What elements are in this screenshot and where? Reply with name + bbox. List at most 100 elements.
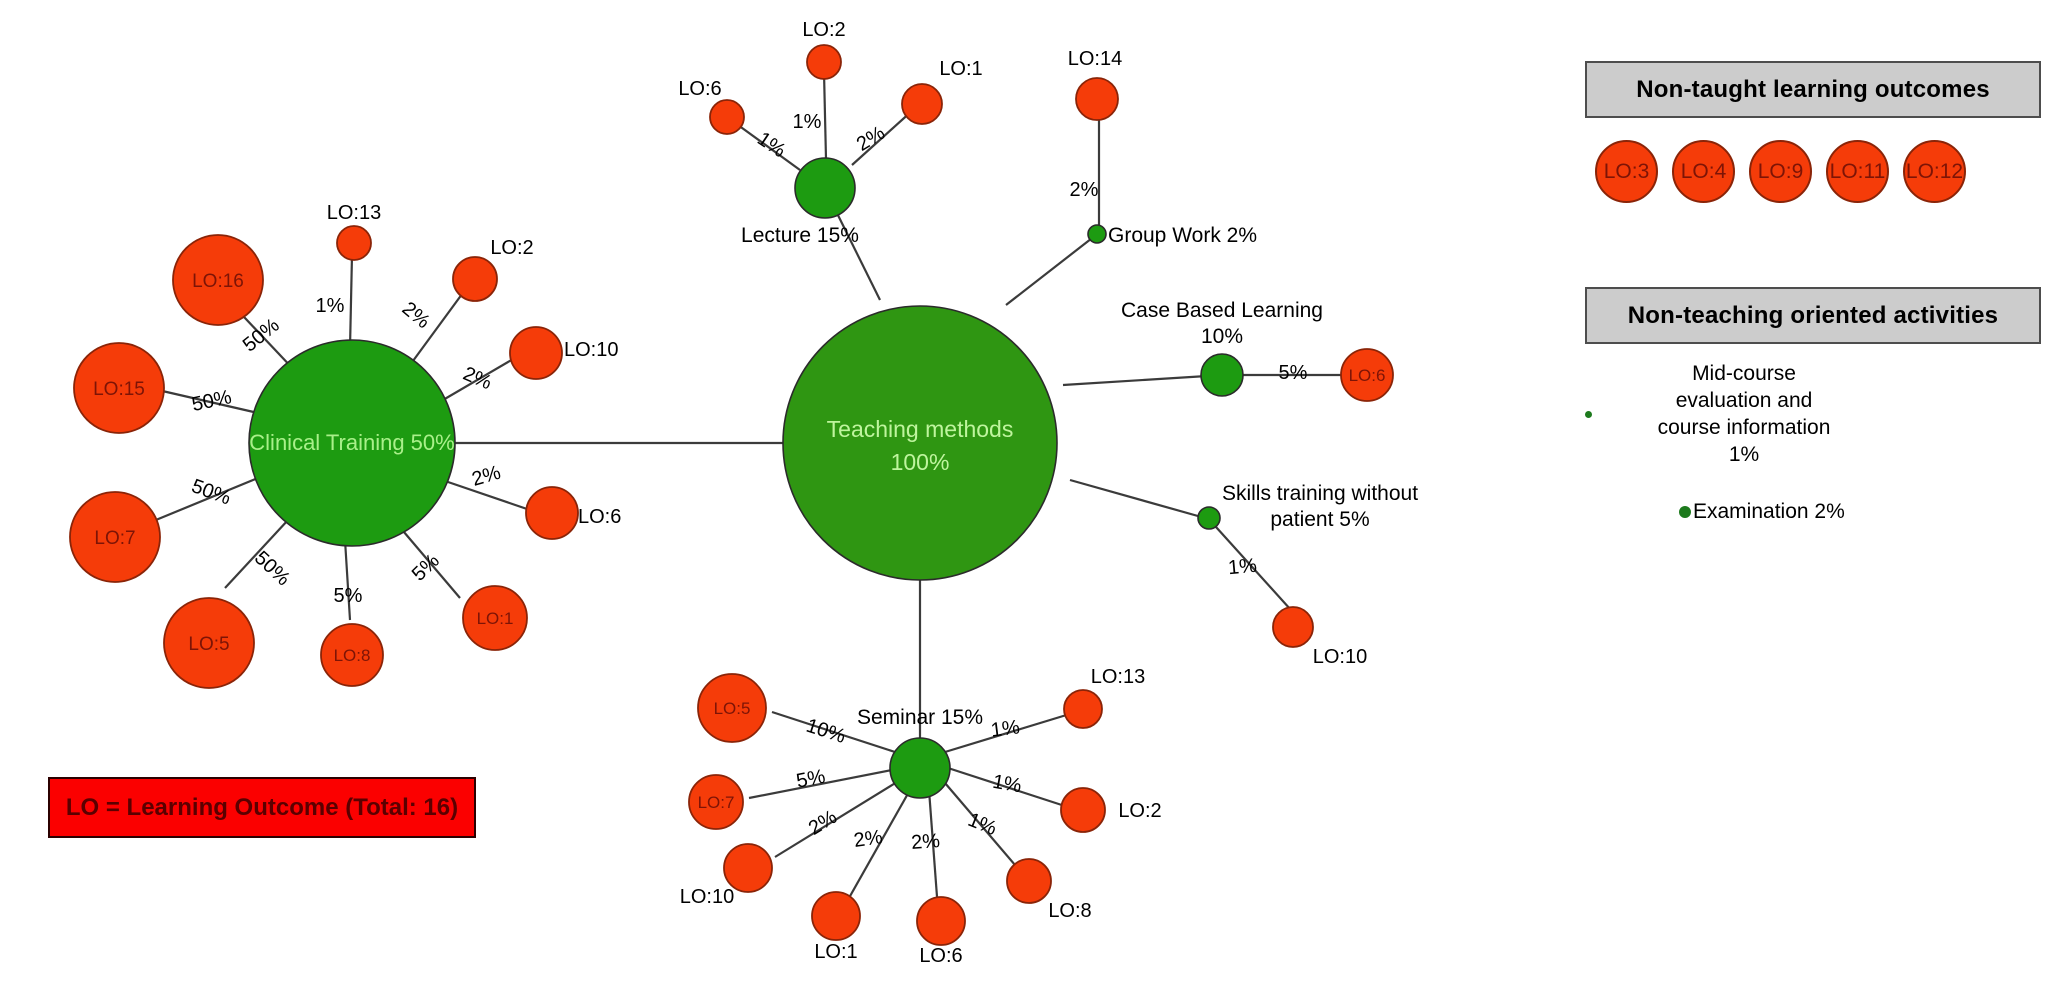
node-lecture-lo6-label: LO:6 [678, 78, 721, 100]
edge-label-lecture-lo2: 1% [793, 111, 822, 133]
node-clinical-lo10-label: LO:10 [564, 339, 618, 361]
node-seminar-lo5-label: LO:5 [714, 699, 751, 718]
edge-label-clinical-lo8: 5% [334, 585, 363, 607]
cluster-seminar: Seminar 15% LO:5 LO:7 LO:10 LO:1 LO:6 LO… [680, 666, 1162, 967]
edges-root [455, 194, 1224, 762]
legend-lo-chip[interactable]: LO:9 [1749, 140, 1812, 203]
node-seminar-lo6-label: LO:6 [919, 945, 962, 967]
legend-non-taught-title: Non-taught learning outcomes [1585, 61, 2041, 118]
edge-clinical-lo10 [442, 354, 521, 401]
edge-skills-lo10 [1215, 526, 1301, 621]
green-dot-icon [1585, 410, 1592, 418]
edge-seminar-lo2 [947, 766, 1072, 810]
node-clinical-lo16[interactable] [172, 234, 264, 326]
edge-seminar-lo7 [748, 768, 893, 800]
node-teaching-methods[interactable] [782, 305, 1058, 581]
node-lecture-lo1[interactable] [901, 83, 943, 125]
edge-root-cbl [1062, 373, 1224, 387]
edge-label-clinical-lo1: 5% [408, 550, 444, 586]
node-clinical-lo5[interactable] [163, 597, 255, 689]
node-cbl-lo6[interactable] [1340, 348, 1394, 402]
node-seminar-label: Seminar 15% [857, 706, 983, 729]
node-clinical-lo6[interactable] [525, 486, 579, 540]
edge-label-clinical-lo13: 1% [316, 295, 345, 317]
cluster-skills-training: Skills training without patient 5% LO:10… [1197, 482, 1418, 668]
legend-midcourse-line2: evaluation and [1675, 389, 1813, 412]
node-clinical-lo13-label: LO:13 [327, 202, 381, 224]
legend-non-taught-outcomes: LO:3 LO:4 LO:9 LO:11 LO:12 [1585, 140, 2045, 206]
edge-seminar-lo6 [927, 789, 940, 911]
edge-label-groupwork-lo14: 2% [1070, 179, 1099, 201]
node-clinical-lo8[interactable] [320, 623, 384, 687]
node-seminar-lo13[interactable] [1063, 689, 1103, 729]
node-group-work-label: Group Work 2% [1108, 224, 1257, 247]
edge-label-cbl-lo6: 5% [1279, 362, 1308, 384]
green-dot-icon [1679, 505, 1691, 518]
legend-lo-chip[interactable]: LO:4 [1672, 140, 1735, 203]
node-lecture-lo6[interactable] [709, 99, 745, 135]
node-groupwork-lo14-label: LO:14 [1068, 48, 1122, 70]
node-seminar-lo1[interactable] [811, 891, 861, 941]
node-seminar-lo2[interactable] [1060, 787, 1106, 833]
node-groupwork-lo14[interactable] [1075, 77, 1119, 121]
node-clinical-lo2[interactable] [452, 256, 498, 302]
node-seminar-lo10[interactable] [723, 843, 773, 893]
edge-label-seminar-lo1: 2% [852, 826, 884, 852]
legend-midcourse-line1: Mid-course [1692, 362, 1796, 385]
node-clinical-lo7[interactable] [69, 491, 161, 583]
node-clinical-lo1-label: LO:1 [477, 609, 514, 628]
node-seminar-lo6[interactable] [916, 896, 966, 946]
node-cbl-label-line1: Case Based Learning [1121, 299, 1323, 322]
node-skills-training[interactable] [1197, 506, 1221, 530]
node-cbl-label-line2: 10% [1201, 325, 1243, 348]
node-clinical-lo13[interactable] [336, 225, 372, 261]
node-case-based-learning[interactable] [1200, 353, 1244, 397]
node-skills-lo10[interactable] [1272, 606, 1314, 648]
edge-clinical-lo2 [409, 289, 466, 366]
node-seminar-lo8[interactable] [1006, 858, 1052, 904]
legend-examination-label: Examination 2% [1693, 500, 1845, 523]
legend-midcourse-item: Mid-course evaluation and course informa… [1585, 360, 2045, 468]
node-lecture[interactable] [794, 157, 856, 219]
node-clinical-training-label: Clinical Training 50% [249, 430, 454, 455]
node-lecture-lo2[interactable] [806, 44, 842, 80]
edge-label-seminar-lo8: 1% [965, 809, 1000, 840]
edge-seminar-lo5 [771, 710, 896, 754]
node-clinical-lo8-label: LO:8 [334, 646, 371, 665]
edge-seminar-lo10 [774, 781, 898, 858]
cluster-clinical-training: Clinical Training 50% LO:16 LO:15 LO:7 L… [69, 202, 621, 689]
node-teaching-methods-label-line2: 100% [891, 449, 950, 475]
edge-clinical-lo1 [397, 524, 461, 599]
node-clinical-training[interactable] [248, 339, 456, 547]
node-group-work[interactable] [1087, 224, 1107, 244]
node-clinical-lo1[interactable] [462, 585, 528, 651]
node-seminar-lo7[interactable] [688, 774, 744, 830]
node-clinical-lo15[interactable] [73, 342, 165, 434]
node-seminar-lo5[interactable] [697, 673, 767, 743]
legend-non-teaching-items: Mid-course evaluation and course informa… [1585, 360, 2045, 550]
cluster-lecture: Lecture 15% LO:6 LO:2 LO:1 1% 1% 2% [678, 19, 982, 247]
node-lecture-lo1-label: LO:1 [939, 58, 982, 80]
edge-label-seminar-lo7: 5% [795, 766, 828, 793]
edge-seminar-lo13 [944, 711, 1074, 754]
legend-lo-chip[interactable]: LO:11 [1826, 140, 1889, 203]
node-clinical-lo10[interactable] [509, 326, 563, 380]
edge-label-skills-lo10: 1% [1227, 555, 1258, 579]
node-skills-lo10-label: LO:10 [1313, 646, 1367, 668]
legend-lo-chip[interactable]: LO:3 [1595, 140, 1658, 203]
edge-label-lecture-lo6: 1% [753, 128, 789, 163]
node-clinical-lo6-label: LO:6 [578, 506, 621, 528]
node-clinical-lo2-label: LO:2 [490, 237, 533, 259]
edge-root-groupwork [1005, 234, 1097, 306]
edge-lecture-lo6 [737, 124, 801, 171]
legend-midcourse-line4: 1% [1728, 443, 1760, 466]
node-seminar[interactable] [889, 737, 951, 799]
cluster-root: Teaching methods 100% [782, 305, 1058, 581]
edge-seminar-lo8 [944, 782, 1022, 873]
node-seminar-lo8-label: LO:8 [1048, 900, 1091, 922]
legend-lo-chip[interactable]: LO:12 [1903, 140, 1966, 203]
node-skills-label-line1: Skills training without [1222, 482, 1418, 505]
legend-non-teaching-title: Non-teaching oriented activities [1585, 287, 2041, 344]
edge-label-clinical-lo15: 50% [190, 386, 234, 416]
node-clinical-lo5-label: LO:5 [188, 634, 229, 655]
